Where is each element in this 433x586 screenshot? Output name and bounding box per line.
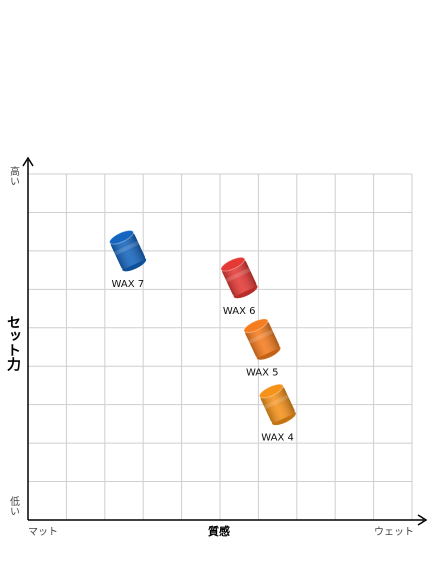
x-tick-low: マット: [28, 527, 58, 538]
x-axis-arrow: [417, 514, 428, 526]
point-label: WAX 6: [223, 306, 256, 317]
data-point: WAX 7: [109, 229, 147, 290]
data-point: WAX 5: [243, 318, 281, 378]
wax-jar-marker: [243, 318, 281, 360]
point-label: WAX 5: [246, 367, 279, 378]
point-label: WAX 4: [261, 433, 294, 444]
x-tick-high: ウェット: [374, 526, 414, 538]
y-tick-high: 高い: [8, 165, 20, 186]
y-axis-label: セット力: [5, 315, 21, 372]
y-tick-low: 低い: [8, 495, 20, 516]
data-point: WAX 4: [258, 383, 296, 444]
grid: [28, 173, 413, 520]
wax-jar-marker: [220, 256, 258, 299]
x-axis-label: 質感: [208, 524, 230, 538]
y-axis-arrow: [22, 156, 34, 167]
wax-jar-marker: [109, 229, 147, 272]
data-points: WAX 7 WAX 6 WAX 5 WAX 4: [109, 229, 296, 444]
point-label: WAX 7: [112, 279, 145, 290]
axes: [22, 156, 428, 526]
data-point: WAX 6: [220, 256, 258, 317]
wax-jar-marker: [258, 383, 296, 426]
